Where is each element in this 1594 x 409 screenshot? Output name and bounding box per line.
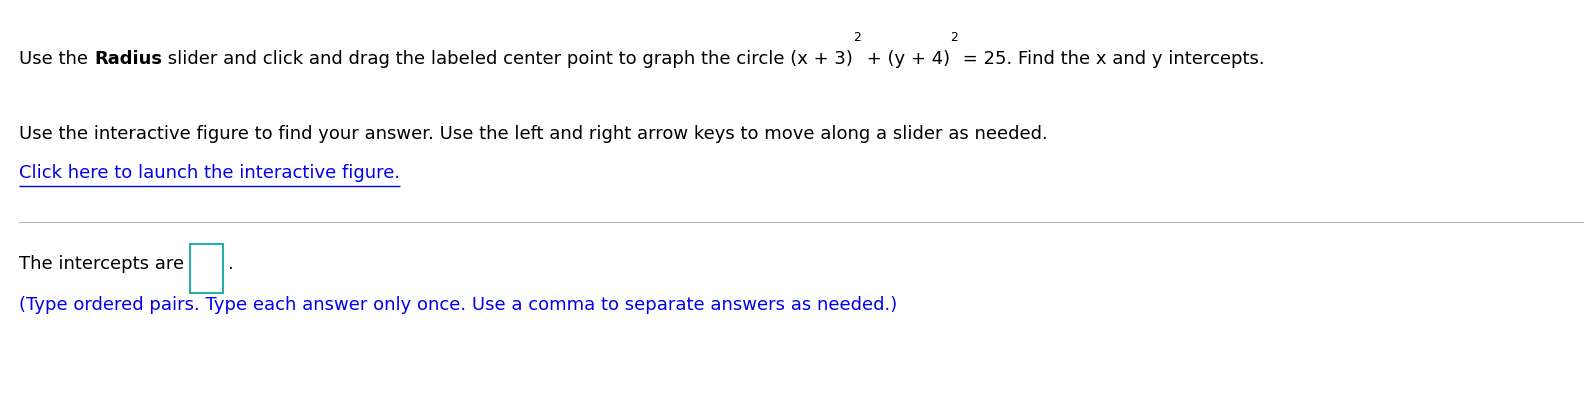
Text: .: .	[226, 254, 233, 272]
Text: Use the: Use the	[19, 49, 94, 67]
Text: Click here to launch the interactive figure.: Click here to launch the interactive fig…	[19, 164, 400, 182]
Text: = 25. Find the x and y intercepts.: = 25. Find the x and y intercepts.	[958, 49, 1266, 67]
Text: 2: 2	[950, 31, 958, 44]
Text: (Type ordered pairs. Type each answer only once. Use a comma to separate answers: (Type ordered pairs. Type each answer on…	[19, 295, 897, 313]
Text: Radius: Radius	[94, 49, 163, 67]
Text: The intercepts are: The intercepts are	[19, 254, 190, 272]
Text: 2: 2	[853, 31, 861, 44]
Text: Use the interactive figure to find your answer. Use the left and right arrow key: Use the interactive figure to find your …	[19, 125, 1047, 143]
Text: slider and click and drag the labeled center point to graph the circle (x + 3): slider and click and drag the labeled ce…	[163, 49, 853, 67]
Text: + (y + 4): + (y + 4)	[861, 49, 950, 67]
